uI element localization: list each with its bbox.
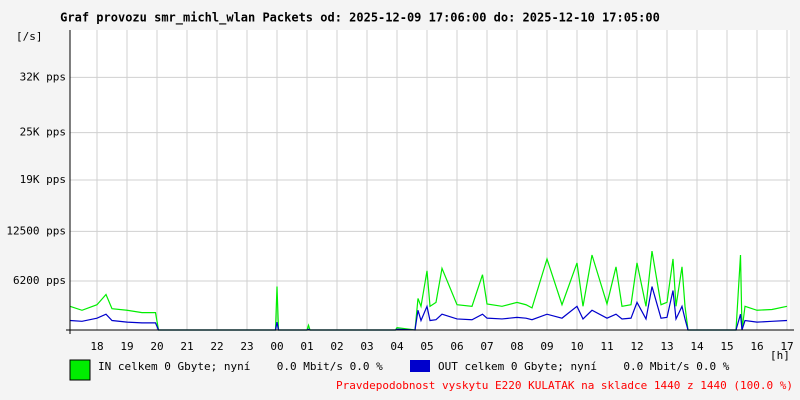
x-tick-label: 19 (120, 340, 133, 353)
x-tick-label: 12 (630, 340, 643, 353)
y-tick-label: 6200 pps (13, 274, 66, 287)
x-tick-label: 01 (300, 340, 313, 353)
x-tick-label: 04 (390, 340, 404, 353)
x-tick-label: 16 (750, 340, 763, 353)
legend-swatch (69, 359, 91, 381)
x-tick-label: 00 (270, 340, 283, 353)
x-tick-label: 03 (360, 340, 373, 353)
y-axis-label: [/s] (16, 30, 43, 43)
x-tick-label: 21 (180, 340, 193, 353)
x-tick-label: 08 (510, 340, 523, 353)
footnote: Pravdepodobnost vyskytu E220 KULATAK na … (336, 379, 793, 392)
x-tick-label: 17 (780, 340, 793, 353)
x-tick-label: 06 (450, 340, 463, 353)
x-tick-label: 09 (540, 340, 553, 353)
x-axis-label: [h] (770, 349, 790, 362)
x-tick-label: 20 (150, 340, 163, 353)
x-tick-label: 15 (720, 340, 733, 353)
y-tick-label: 12500 pps (6, 224, 66, 237)
y-tick-label: 19K pps (20, 173, 66, 186)
x-tick-label: 05 (420, 340, 433, 353)
x-tick-label: 11 (600, 340, 613, 353)
legend-label: OUT celkem 0 Gbyte; nyní 0.0 Mbit/s 0.0 … (438, 360, 730, 373)
x-tick-label: 07 (480, 340, 493, 353)
x-tick-label: 18 (90, 340, 103, 353)
x-tick-label: 22 (210, 340, 223, 353)
x-tick-label: 10 (570, 340, 583, 353)
x-tick-label: 14 (690, 340, 704, 353)
x-tick-label: 02 (330, 340, 343, 353)
y-tick-label: 25K pps (20, 126, 66, 139)
legend-label: IN celkem 0 Gbyte; nyní 0.0 Mbit/s 0.0 % (98, 360, 383, 373)
chart-title: Graf provozu smr_michl_wlan Packets od: … (60, 11, 660, 26)
x-tick-label: 23 (240, 340, 253, 353)
legend-swatch (410, 360, 430, 372)
y-tick-label: 32K pps (20, 70, 66, 83)
x-tick-label: 13 (660, 340, 673, 353)
